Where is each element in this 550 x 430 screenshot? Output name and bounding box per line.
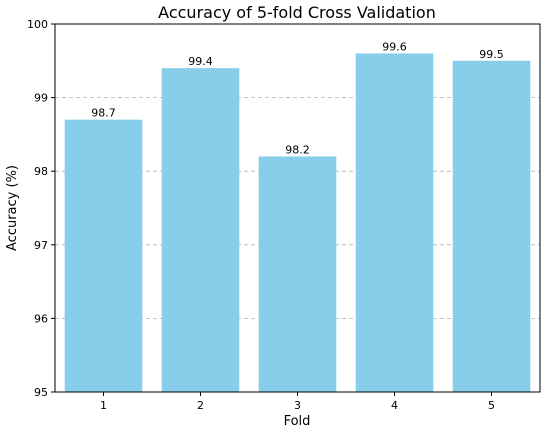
x-axis-ticks: 1 2 3 4 5	[100, 392, 495, 412]
y-tick-label: 100	[27, 18, 48, 31]
y-tick-label: 96	[34, 312, 48, 325]
x-tick-label: 5	[488, 399, 495, 412]
bar	[355, 53, 434, 392]
bar-value-label: 99.6	[382, 40, 407, 53]
bar-value-label: 99.5	[479, 48, 504, 61]
data-labels: 98.7 99.4 98.2 99.6 99.5	[91, 40, 504, 156]
bars	[64, 53, 531, 393]
bar-value-label: 98.2	[285, 143, 310, 156]
x-tick-label: 4	[391, 399, 398, 412]
y-tick-label: 99	[34, 92, 48, 105]
bar	[64, 119, 143, 393]
y-tick-label: 95	[34, 386, 48, 399]
y-tick-label: 97	[34, 239, 48, 252]
bar	[161, 68, 240, 392]
bar-value-label: 98.7	[91, 107, 116, 120]
bar	[258, 156, 337, 392]
x-tick-label: 2	[197, 399, 204, 412]
x-tick-label: 1	[100, 399, 107, 412]
x-axis-label: Fold	[284, 414, 311, 429]
chart-title: Accuracy of 5-fold Cross Validation	[158, 3, 436, 22]
bar-value-label: 99.4	[188, 55, 213, 68]
y-axis-label: Accuracy (%)	[5, 165, 20, 251]
x-tick-label: 3	[294, 399, 301, 412]
bar	[452, 60, 531, 393]
y-axis-ticks: 95 96 97 98 99 100	[27, 18, 55, 399]
y-tick-label: 98	[34, 165, 48, 178]
